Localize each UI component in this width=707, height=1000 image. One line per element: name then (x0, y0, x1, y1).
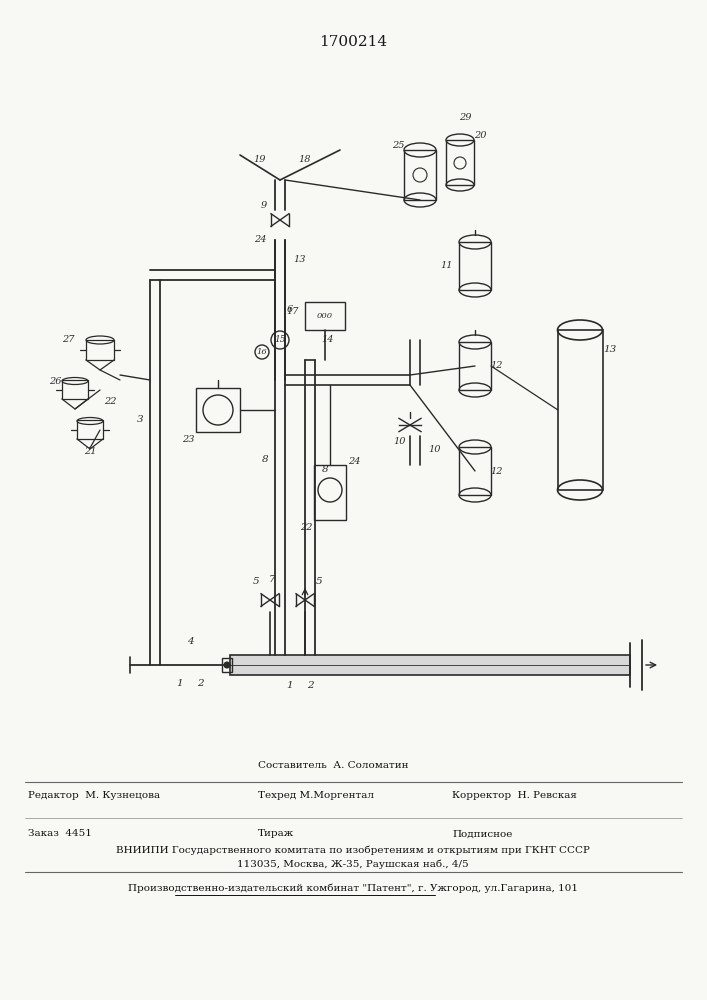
Text: 19: 19 (254, 155, 267, 164)
Text: 13: 13 (603, 346, 617, 355)
Text: 113035, Москва, Ж-35, Раушская наб., 4/5: 113035, Москва, Ж-35, Раушская наб., 4/5 (237, 859, 469, 869)
Text: Техред М.Моргентал: Техред М.Моргентал (258, 792, 374, 800)
Text: 18: 18 (299, 155, 311, 164)
Text: 25: 25 (392, 140, 404, 149)
Text: 5: 5 (316, 578, 322, 586)
Text: 7: 7 (269, 576, 275, 584)
Text: 8: 8 (262, 456, 269, 464)
Text: 1: 1 (177, 678, 183, 688)
Text: 12: 12 (491, 361, 503, 370)
Bar (314, 465, 346, 520)
Text: 5: 5 (252, 578, 259, 586)
Bar (77, 420, 103, 439)
Text: Корректор  Н. Ревская: Корректор Н. Ревская (452, 792, 577, 800)
Text: Тираж: Тираж (258, 830, 294, 838)
Text: 20: 20 (474, 130, 486, 139)
Text: 2: 2 (307, 680, 313, 690)
Text: 1700214: 1700214 (319, 35, 387, 49)
Bar (62, 380, 88, 399)
Text: 4: 4 (187, 637, 193, 646)
Circle shape (224, 662, 230, 668)
Text: 2: 2 (197, 678, 204, 688)
Text: 11: 11 (440, 261, 453, 270)
Text: Производственно-издательский комбинат "Патент", г. Ужгород, ул.Гагарина, 101: Производственно-издательский комбинат "П… (128, 883, 578, 893)
Bar (558, 330, 603, 490)
Text: Редактор  М. Кузнецова: Редактор М. Кузнецова (28, 792, 160, 800)
Text: 3: 3 (136, 416, 144, 424)
Text: 1: 1 (286, 680, 293, 690)
Bar (222, 658, 232, 672)
Bar (230, 655, 630, 675)
Bar (86, 340, 114, 360)
Text: 9: 9 (261, 200, 267, 210)
Text: 26: 26 (49, 377, 62, 386)
Text: 22: 22 (300, 524, 312, 532)
Bar (404, 150, 436, 200)
Text: 27: 27 (62, 336, 74, 344)
Text: 15: 15 (274, 336, 286, 344)
Bar (459, 447, 491, 495)
Text: 21: 21 (83, 448, 96, 456)
Text: Составитель  А. Соломатин: Составитель А. Соломатин (258, 760, 409, 770)
Text: 14: 14 (322, 336, 334, 344)
Bar (305, 302, 345, 330)
Text: 16: 16 (257, 348, 267, 356)
Bar (459, 242, 491, 290)
Text: 12: 12 (491, 466, 503, 476)
Text: 24: 24 (254, 235, 267, 244)
Text: 17: 17 (287, 308, 299, 316)
Text: 22: 22 (104, 397, 116, 406)
Text: 000: 000 (317, 312, 333, 320)
Text: 8: 8 (322, 466, 328, 475)
Text: 13: 13 (293, 255, 306, 264)
Text: 6: 6 (287, 306, 293, 314)
Text: Заказ  4451: Заказ 4451 (28, 830, 92, 838)
Bar (446, 140, 474, 185)
Text: 23: 23 (182, 436, 194, 444)
Bar (196, 388, 240, 432)
Text: Подписное: Подписное (452, 830, 513, 838)
Text: 10: 10 (394, 438, 407, 446)
Text: 24: 24 (348, 458, 361, 466)
Bar (459, 342, 491, 390)
Text: 29: 29 (459, 112, 472, 121)
Text: ВНИИПИ Государственного комитата по изобретениям и открытиям при ГКНТ СССР: ВНИИПИ Государственного комитата по изоб… (116, 845, 590, 855)
Text: 10: 10 (428, 446, 441, 454)
